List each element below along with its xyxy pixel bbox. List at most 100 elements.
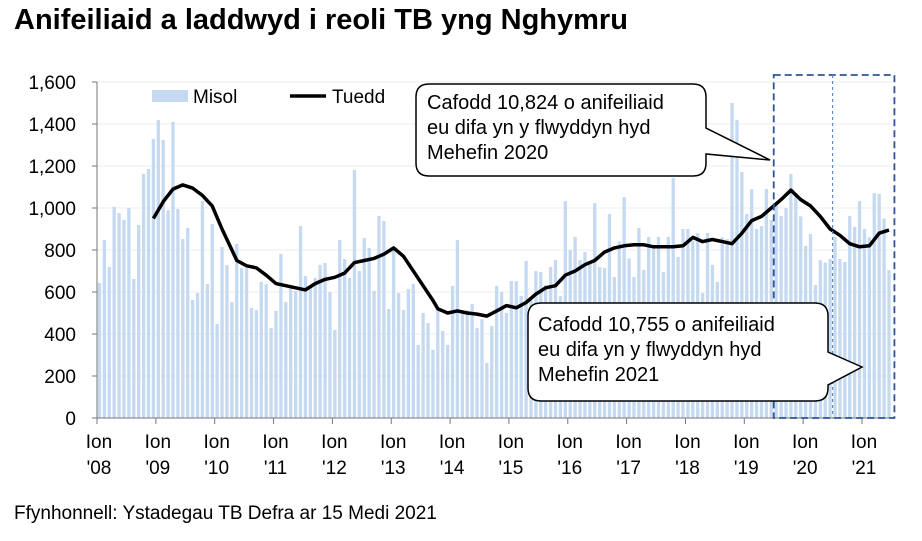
x-tick-label: '09 <box>145 458 170 479</box>
x-tick-label: Ion <box>439 432 465 453</box>
bar-117 <box>671 177 675 418</box>
y-tick-label: 0 <box>65 409 76 430</box>
x-tick-label: Ion <box>262 432 288 453</box>
bar-8 <box>137 225 141 418</box>
bar-62 <box>401 310 406 418</box>
bar-71 <box>445 344 450 418</box>
bar-33 <box>259 281 263 418</box>
bar-41 <box>298 226 303 418</box>
bar-49 <box>338 239 342 418</box>
callout-box-2020 <box>415 83 771 177</box>
bar-54 <box>362 238 366 418</box>
bar-78 <box>480 319 484 418</box>
legend-label-misol: Misol <box>193 87 237 108</box>
bar-84 <box>509 281 514 418</box>
x-tick-label: '11 <box>264 458 287 479</box>
bar-153 <box>848 215 852 418</box>
bar-4 <box>117 213 121 418</box>
bar-56 <box>372 290 376 418</box>
y-tick-label: 1,600 <box>28 73 76 94</box>
callout-2021: Cafodd 10,755 o anifeiliaid eu difa yn y… <box>538 313 775 388</box>
highlight-box-year-to-jun-2020 <box>772 74 896 419</box>
bar-28 <box>235 243 239 418</box>
bar-74 <box>460 310 464 418</box>
bar-22 <box>205 284 209 418</box>
x-tick-label: '14 <box>440 458 465 479</box>
callout-line: Mehefin 2021 <box>538 364 660 386</box>
bar-47 <box>328 292 332 418</box>
bar-75 <box>465 310 469 418</box>
bar-30 <box>244 268 249 418</box>
bar-141 <box>789 173 793 418</box>
bar-63 <box>406 289 411 418</box>
bar-68 <box>431 349 435 418</box>
bar-32 <box>254 310 259 418</box>
bar-44 <box>313 277 317 418</box>
bar-158 <box>872 193 876 418</box>
bar-9 <box>141 173 146 418</box>
callout-line: eu difa yn y flwyddyn hyd <box>427 117 651 139</box>
bar-72 <box>450 285 455 418</box>
x-tick-label: Ion <box>86 432 112 453</box>
bar-73 <box>455 239 460 418</box>
callout-line: Cafodd 10,824 o anifeiliaid <box>427 92 664 114</box>
callout-2020: Cafodd 10,824 o anifeiliaid eu difa yn y… <box>427 91 664 166</box>
x-tick-label: '12 <box>322 458 347 479</box>
bar-155 <box>857 201 862 418</box>
bar-157 <box>867 237 872 418</box>
bar-7 <box>132 278 136 418</box>
bar-85 <box>514 281 518 418</box>
bar-13 <box>161 139 165 418</box>
bar-83 <box>504 313 509 418</box>
bar-35 <box>269 327 273 418</box>
x-tick-label: '20 <box>793 458 818 479</box>
bar-154 <box>852 226 857 418</box>
x-tick-label: Ion <box>557 432 583 453</box>
bar-76 <box>470 303 474 418</box>
bar-34 <box>264 284 268 418</box>
bar-64 <box>411 284 415 418</box>
bar-159 <box>877 193 881 418</box>
bar-149 <box>828 259 832 418</box>
bar-58 <box>382 221 386 418</box>
callout-line: eu difa yn y flwyddyn hyd <box>538 339 762 361</box>
y-tick-label: 1,000 <box>28 199 76 220</box>
source-note: Ffynhonnell: Ystadegau TB Defra ar 15 Me… <box>14 503 437 524</box>
bar-129 <box>730 103 734 418</box>
bar-2 <box>107 267 111 418</box>
bar-67 <box>426 323 430 418</box>
bar-15 <box>171 121 175 419</box>
bar-42 <box>303 276 308 418</box>
bar-160 <box>882 218 886 418</box>
bar-57 <box>377 215 381 418</box>
bar-6 <box>127 208 131 418</box>
bar-70 <box>441 331 445 418</box>
x-tick-label: '13 <box>381 458 406 479</box>
bar-23 <box>210 223 214 418</box>
y-tick-label: 800 <box>44 241 76 262</box>
bar-11 <box>151 138 156 418</box>
y-tick-label: 400 <box>44 325 76 346</box>
x-tick-label: '18 <box>675 458 700 479</box>
bar-79 <box>485 362 489 418</box>
bar-16 <box>176 209 180 418</box>
bar-69 <box>436 306 440 418</box>
trend-line <box>151 183 890 318</box>
x-tick-label: '19 <box>734 458 759 479</box>
bar-26 <box>225 265 229 418</box>
bar-40 <box>293 290 298 418</box>
bar-59 <box>387 309 391 418</box>
y-tick-label: 1,400 <box>28 115 76 136</box>
bar-51 <box>347 277 352 418</box>
bar-37 <box>279 253 283 418</box>
bar-29 <box>240 268 244 418</box>
bar-66 <box>421 313 425 418</box>
bar-1 <box>102 239 107 418</box>
bar-152 <box>843 261 847 418</box>
bar-156 <box>862 229 867 418</box>
bar-12 <box>156 120 160 418</box>
bar-131 <box>740 172 744 418</box>
bar-14 <box>166 210 170 418</box>
